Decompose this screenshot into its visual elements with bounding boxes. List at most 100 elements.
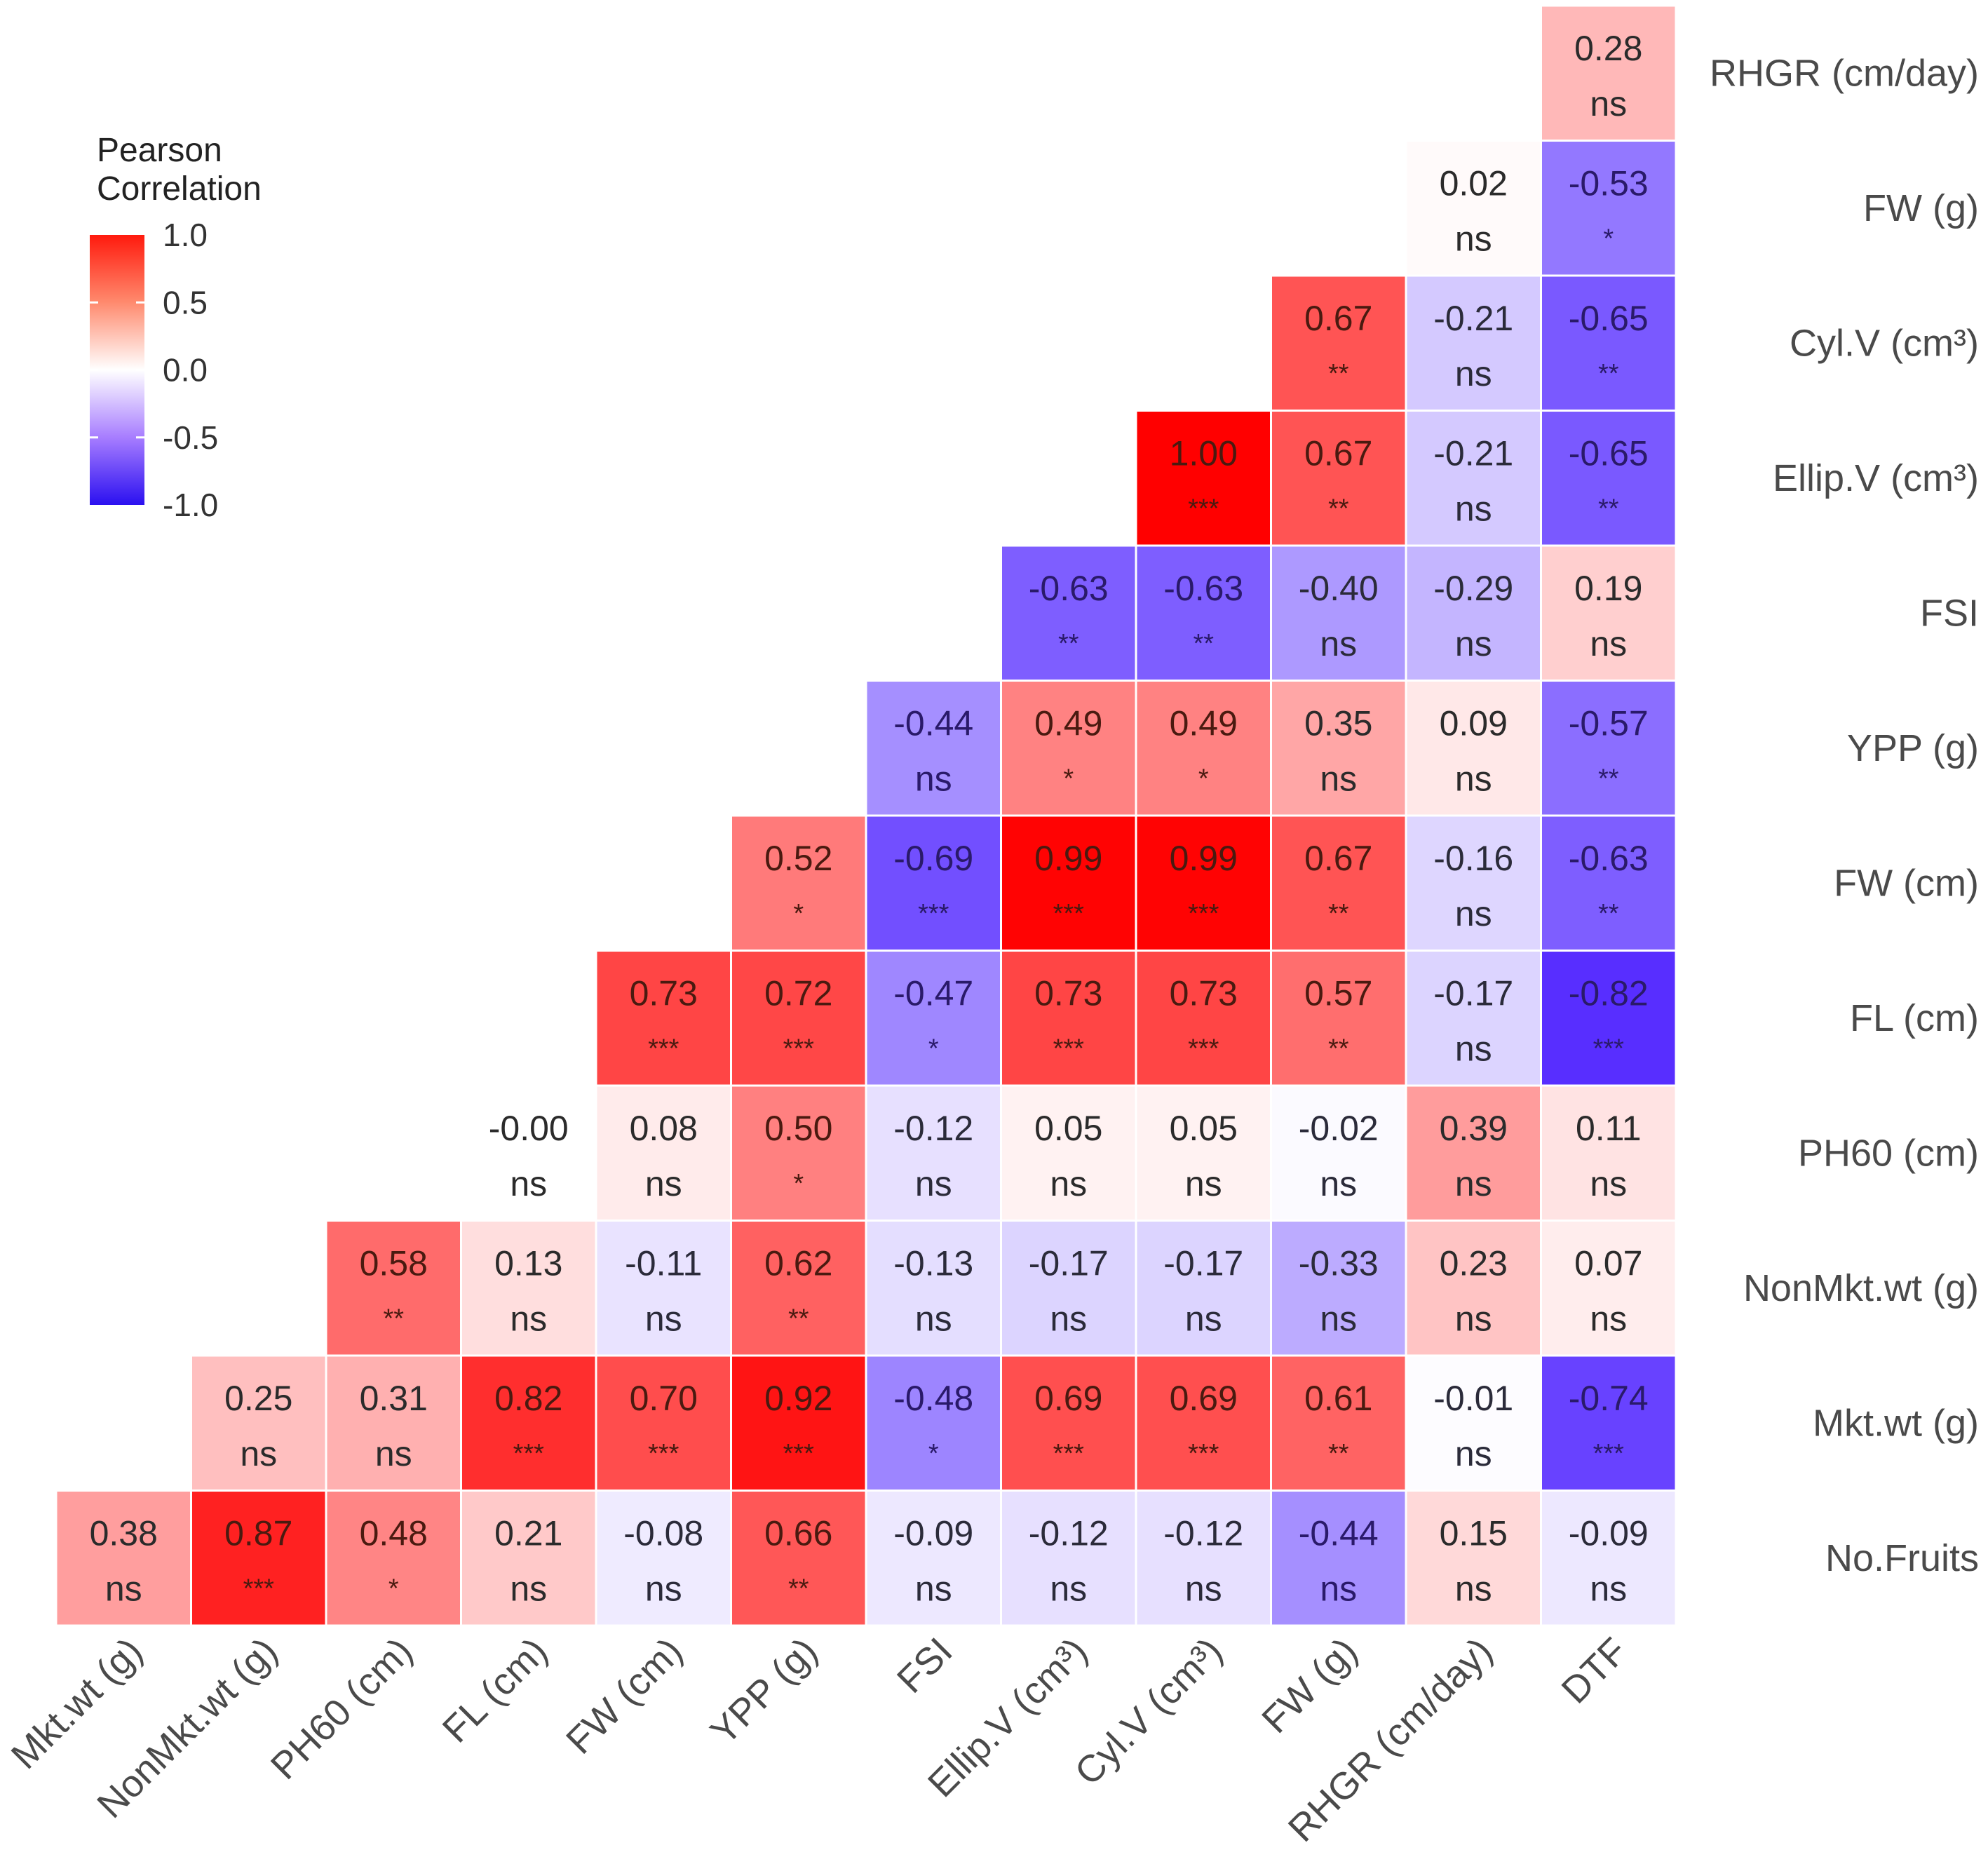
row-label-ypp-g: YPP (g) [1847, 727, 1979, 769]
heatmap-cell: 0.70 *** [597, 1356, 730, 1490]
cell-significance-label: ** [1328, 899, 1349, 928]
heatmap-cell-rect [1542, 1086, 1675, 1220]
heatmap-cell-rect [1002, 816, 1135, 950]
heatmap-cell-rect [1407, 1356, 1540, 1490]
cell-significance-label: ns [1050, 1569, 1087, 1609]
cell-significance-label: ns [1320, 1569, 1357, 1609]
heatmap-cell: 0.49 * [1002, 682, 1135, 815]
heatmap-cell: 0.02 ns [1407, 142, 1540, 275]
heatmap-cell: 0.58 ** [327, 1222, 460, 1355]
cell-value-label: -0.65 [1569, 299, 1649, 338]
cell-value-label: 0.57 [1304, 974, 1372, 1013]
cell-value-label: -0.12 [1029, 1514, 1109, 1553]
cell-value-label: 0.73 [630, 974, 698, 1013]
heatmap-cell-rect [1407, 1492, 1540, 1625]
cell-value-label: 0.25 [224, 1379, 292, 1418]
row-label-fl-cm: FL (cm) [1850, 997, 1979, 1039]
column-labels: Mkt.wt (g)NonMkt.wt (g)PH60 (cm) FL (cm) F… [4, 1630, 1636, 1850]
cell-significance-label: ns [645, 1569, 682, 1609]
cell-value-label: -0.53 [1569, 164, 1649, 203]
cell-value-label: 0.66 [764, 1514, 832, 1553]
cell-significance-label: *** [1053, 899, 1085, 928]
cell-significance-label: *** [513, 1439, 545, 1468]
row-label-rhgr-cm-day: RHGR (cm/day) [1710, 52, 1979, 94]
cell-value-label: -0.63 [1163, 569, 1243, 608]
cell-value-label: -0.01 [1433, 1379, 1513, 1418]
cell-value-label: -0.44 [1299, 1514, 1379, 1553]
cell-value-label: -0.17 [1029, 1244, 1109, 1283]
heatmap-cell-rect [1542, 1356, 1675, 1490]
cell-value-label: -0.08 [623, 1514, 703, 1553]
cell-value-label: -0.29 [1433, 569, 1513, 608]
heatmap-cell: 0.08 ns [597, 1086, 730, 1220]
heatmap-cell: -0.48 * [867, 1356, 1000, 1490]
cell-significance-label: * [1603, 224, 1614, 254]
cell-value-label: 0.73 [1034, 974, 1102, 1013]
heatmap-cell-rect [1272, 682, 1405, 815]
cell-significance-label: ns [1455, 1164, 1492, 1203]
heatmap-cell-rect [1272, 1086, 1405, 1220]
cell-value-label: -0.63 [1569, 839, 1649, 878]
column-label-fw-g: FW (g) [1254, 1630, 1365, 1741]
heatmap-cell: 0.67 ** [1272, 412, 1405, 545]
cell-value-label: 0.52 [764, 839, 832, 878]
heatmap-cell: 0.73 *** [1002, 952, 1135, 1085]
heatmap-cell-rect [1137, 546, 1270, 680]
cell-value-label: -0.33 [1299, 1244, 1379, 1283]
heatmap-cell-rect [1542, 682, 1675, 815]
cell-significance-label: *** [1593, 1439, 1625, 1468]
heatmap-cell-rect [192, 1492, 325, 1625]
heatmap-cell: -0.12 ns [867, 1086, 1000, 1220]
cell-significance-label: ns [645, 1299, 682, 1339]
cell-value-label: 0.58 [360, 1244, 428, 1283]
cell-significance-label: ns [1320, 1299, 1357, 1339]
heatmap-cell-rect [1407, 816, 1540, 950]
row-label-fsi: FSI [1920, 592, 1979, 634]
cell-significance-label: ns [1590, 1299, 1627, 1339]
row-label-mkt-wt-g: Mkt.wt (g) [1813, 1402, 1979, 1444]
cell-value-label: 0.02 [1440, 164, 1508, 203]
row-label-ph60-cm: PH60 (cm) [1798, 1132, 1979, 1174]
heatmap-cell-rect [732, 1222, 865, 1355]
cell-value-label: 0.05 [1170, 1109, 1238, 1148]
cell-significance-label: *** [648, 1439, 679, 1468]
cell-value-label: 0.72 [764, 974, 832, 1013]
cell-significance-label: * [388, 1574, 399, 1604]
cell-value-label: 0.35 [1304, 704, 1372, 743]
heatmap-cell: -0.01 ns [1407, 1356, 1540, 1490]
heatmap-cell: -0.53 * [1542, 142, 1675, 275]
cell-value-label: -0.44 [893, 704, 973, 743]
cell-significance-label: ns [915, 1299, 952, 1339]
cell-significance-label: * [793, 1169, 804, 1198]
cell-value-label: 0.39 [1440, 1109, 1508, 1148]
heatmap-cell: 0.35 ns [1272, 682, 1405, 815]
cell-significance-label: * [793, 899, 804, 928]
heatmap-cell-rect [732, 1356, 865, 1490]
cell-value-label: 0.31 [360, 1379, 428, 1418]
cell-significance-label: ** [1328, 1439, 1349, 1468]
heatmap-cell-rect [1407, 1086, 1540, 1220]
cell-value-label: 0.11 [1576, 1109, 1642, 1148]
heatmap-cell-rect [867, 682, 1000, 815]
cell-value-label: -0.09 [1569, 1514, 1649, 1553]
heatmap-cell-rect [867, 1492, 1000, 1625]
heatmap-cell: 0.61 ** [1272, 1356, 1405, 1490]
cell-significance-label: ** [1328, 1034, 1349, 1064]
heatmap-cell-rect [1137, 1086, 1270, 1220]
legend-title-line-1: Pearson [97, 132, 222, 169]
heatmap-cell-rect [462, 1222, 595, 1355]
cell-significance-label: ns [105, 1569, 142, 1609]
cell-significance-label: * [928, 1439, 939, 1468]
cell-value-label: 0.49 [1034, 704, 1102, 743]
heatmap-cell: 0.09 ns [1407, 682, 1540, 815]
heatmap-cell: -0.11 ns [597, 1222, 730, 1355]
heatmap-cell: -0.12 ns [1002, 1492, 1135, 1625]
heatmap-cell: -0.65 ** [1542, 412, 1675, 545]
heatmap-cell: 0.31 ns [327, 1356, 460, 1490]
heatmap-cell-rect [597, 1222, 730, 1355]
heatmap-cell: -0.44 ns [1272, 1492, 1405, 1625]
cell-significance-label: ns [510, 1164, 547, 1203]
cell-value-label: 0.21 [494, 1514, 562, 1553]
heatmap-cell: 0.57 ** [1272, 952, 1405, 1085]
cell-value-label: 0.15 [1440, 1514, 1508, 1553]
